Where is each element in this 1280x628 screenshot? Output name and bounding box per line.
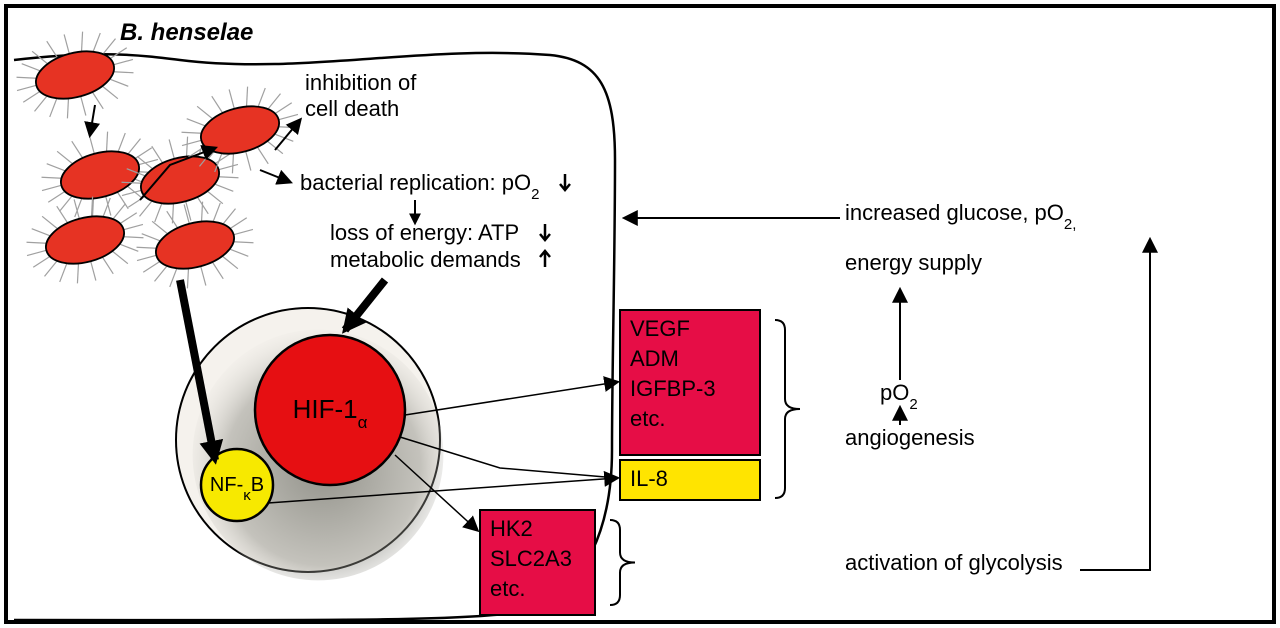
il8-box-line-0: IL-8 [630,466,668,491]
diagram-svg: HIF-1αNF-κBVEGFADMIGFBP-3etc.IL-8HK2SLC2… [0,0,1280,628]
hk2-box-line-2: etc. [490,576,525,601]
brace-angio-brace [775,320,800,498]
bacterium-4 [126,189,264,301]
label-po2: pO2 [880,380,918,413]
hk2-box-line-1: SLC2A3 [490,546,572,571]
label-angiogenesis: angiogenesis [845,425,975,450]
vegf-box-line-2: IGFBP-3 [630,376,716,401]
vegf-box-line-1: ADM [630,346,679,371]
arrow-to-bact-rep [260,170,290,182]
label-inhibition-1: cell death [305,96,399,121]
atp-down-arrow-icon [540,224,550,240]
arrow-bact-top-to-left-cluster [90,105,95,135]
label-metabolic-demands: metabolic demands [330,247,521,272]
vegf-box-line-0: VEGF [630,316,690,341]
label-increased-glucose: increased glucose, pO2, [845,200,1076,233]
label-energy-supply: energy supply [845,250,982,275]
po2-down-arrow-icon [560,174,570,190]
brace-glyco-brace [610,520,635,605]
label-loss-energy: loss of energy: ATP [330,220,519,245]
label-inhibition-0: inhibition of [305,70,417,95]
hk2-box-line-0: HK2 [490,516,533,541]
metab-up-arrow-icon [540,251,550,267]
label-glycolysis: activation of glycolysis [845,550,1063,575]
label-bact-rep: bacterial replication: pO2 [300,170,539,203]
arrow-hif-to-vegf [405,382,617,415]
bacterium-2 [16,184,154,296]
arrow-glyco-to-inc [1080,240,1150,570]
organism-title: B. henselae [120,19,253,46]
vegf-box-line-3: etc. [630,406,665,431]
diagram-root: HIF-1αNF-κBVEGFADMIGFBP-3etc.IL-8HK2SLC2… [0,0,1280,628]
